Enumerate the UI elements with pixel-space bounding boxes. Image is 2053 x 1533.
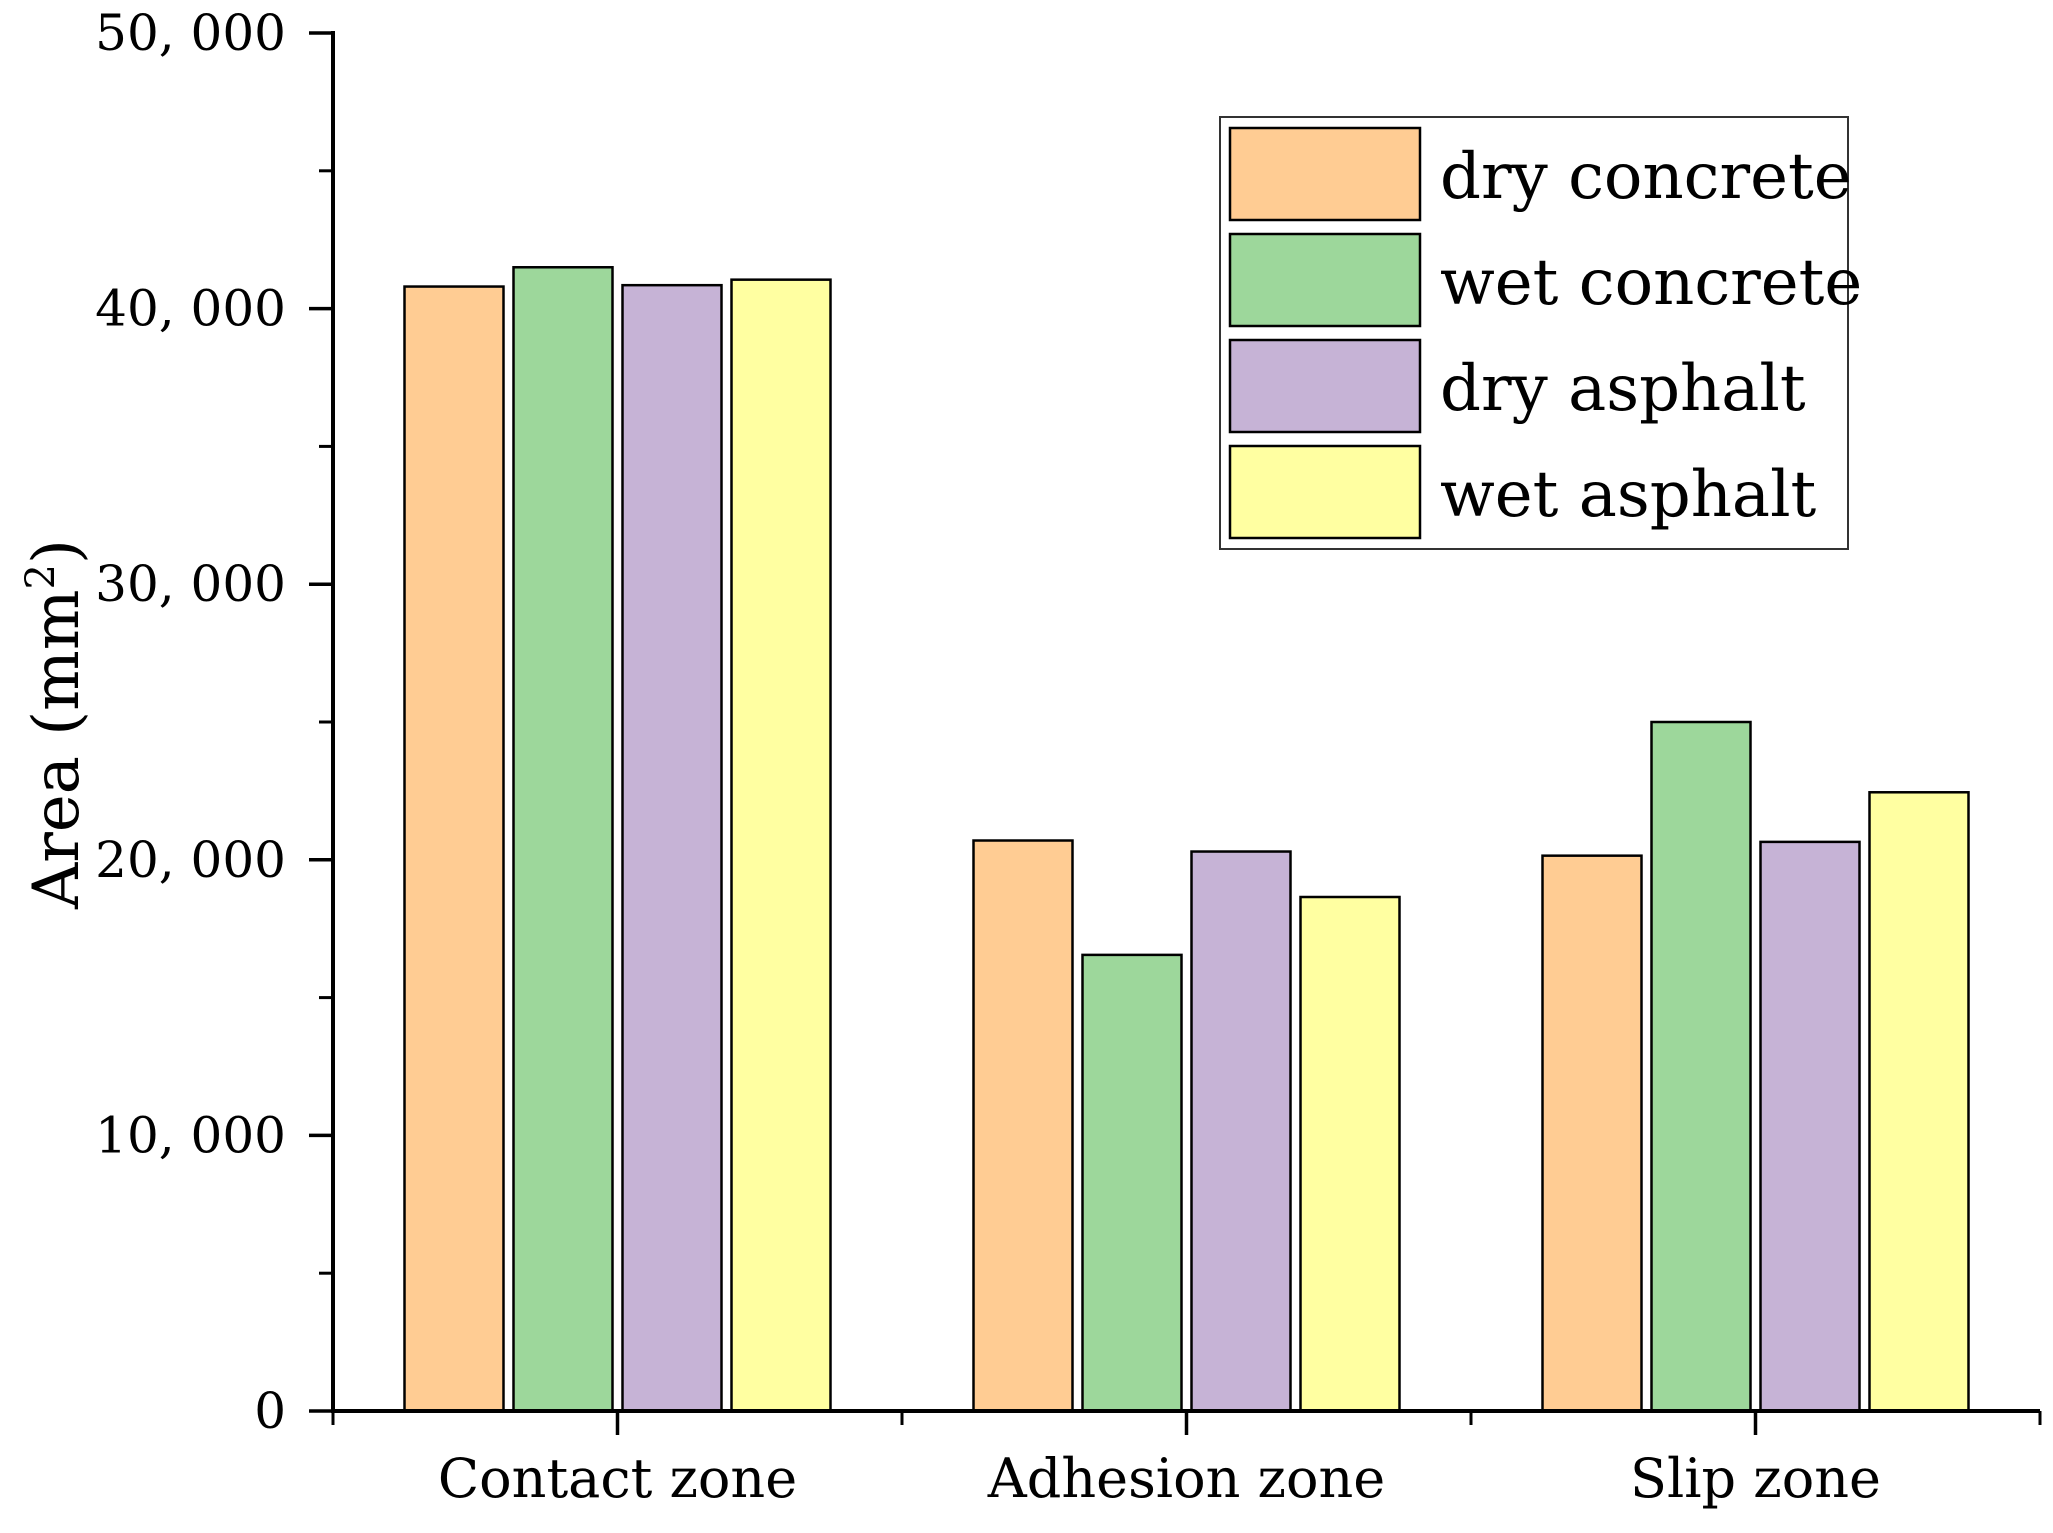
legend-swatch-dry-concrete [1228,126,1422,222]
bar-dry-concrete-contact-zone [403,285,505,1413]
x-ticks-group: Contact zone Adhesion zone Slip zone [331,1411,2042,1510]
x-tick-label-slip-zone: Slip zone [1630,1447,1881,1510]
y-axis-label-superscript: 2 [18,564,64,589]
y-tick-label: 20, 000 [95,831,286,889]
bar-wet-concrete-adhesion-zone [1081,953,1183,1413]
bar-wet-asphalt-slip-zone [1868,791,1970,1413]
y-tick-label: 10, 000 [95,1106,286,1164]
bar-wet-asphalt-adhesion-zone [1299,895,1401,1413]
bar-wet-asphalt-contact-zone [730,278,832,1413]
y-ticks-group: 0 10, 000 20, 000 30, 000 40, 000 50, 000 [95,4,333,1440]
x-tick-label-contact-zone: Contact zone [438,1447,797,1510]
y-tick-label: 50, 000 [95,4,286,62]
y-axis-label: Area (mm2) [18,539,94,910]
legend-swatch-dry-asphalt [1228,338,1422,434]
bar-dry-concrete-slip-zone [1541,854,1643,1413]
bar-dry-asphalt-adhesion-zone [1190,850,1292,1413]
legend-label-dry-concrete: dry concrete [1440,140,1852,214]
x-tick-label-adhesion-zone: Adhesion zone [987,1447,1385,1510]
y-tick-label: 30, 000 [95,555,286,613]
legend-label-wet-asphalt: wet asphalt [1440,458,1817,532]
legend-swatch-wet-concrete [1228,232,1422,328]
bar-dry-asphalt-contact-zone [621,283,723,1413]
legend-label-dry-asphalt: dry asphalt [1440,352,1806,426]
y-axis-label-suffix: ) [20,539,94,564]
y-tick-label: 0 [254,1382,286,1440]
legend-swatch-wet-asphalt [1228,444,1422,540]
legend: dry concrete wet concrete dry asphalt wet a… [1219,116,1862,550]
bar-wet-concrete-contact-zone [512,266,614,1413]
bar-wet-concrete-slip-zone [1650,720,1752,1413]
bar-dry-concrete-adhesion-zone [972,839,1074,1413]
y-axis-label-main: Area (mm [20,589,94,910]
y-tick-label: 40, 000 [95,280,286,338]
bar-dry-asphalt-slip-zone [1759,840,1861,1413]
legend-label-wet-concrete: wet concrete [1440,246,1862,320]
bars-group [403,266,1970,1413]
y-axis-label-text: Area (mm2) [18,539,94,910]
